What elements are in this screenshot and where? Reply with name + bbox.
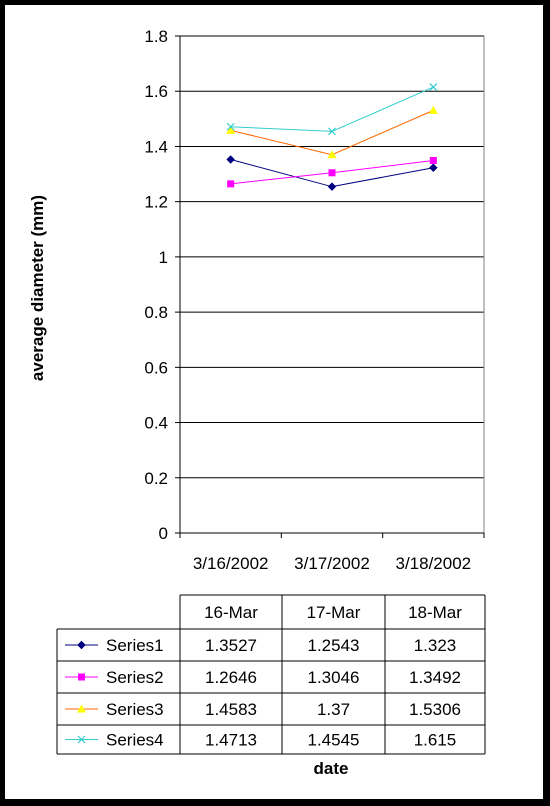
table-cell: 1.3492 [409,668,461,687]
series-3-point [327,150,337,159]
table-cell: 1.323 [414,636,457,655]
y-axis-title: average diameter (mm) [28,195,47,381]
table-cell: 1.2646 [205,668,257,687]
x-tick-label: 3/18/2002 [396,554,472,573]
legend-series-name: Series1 [106,636,164,655]
table-cell: 1.2543 [308,636,360,655]
legend-series-name: Series4 [106,731,164,750]
y-tick-label: 0.8 [144,303,168,322]
y-tick-label: 1.6 [144,82,168,101]
legend-series-name: Series2 [106,668,164,687]
series-lines [226,83,438,192]
x-tick-label: 3/16/2002 [193,554,269,573]
series-3-point [226,125,236,134]
y-tick-label: 0.6 [144,358,168,377]
table-cell: 1.37 [317,700,350,719]
y-tick-label: 1.2 [144,193,168,212]
series-1-point [327,182,337,192]
series-2-point [429,156,437,164]
series-1-point [428,163,438,173]
y-tick-label: 0 [159,524,168,543]
legend-key-marker [78,673,85,681]
table-header: 17-Mar [307,603,361,622]
table-cell: 1.3046 [308,668,360,687]
axes [175,35,485,538]
series-4-point [328,127,336,136]
legend-key-marker [77,735,86,744]
series-line-3 [230,109,434,156]
series-line-4 [230,86,434,132]
x-tick-labels: 3/16/2002 3/17/2002 3/18/2002 [193,554,471,573]
gridlines [180,35,484,479]
series-2-point [328,169,336,177]
x-tick-label: 3/17/2002 [294,554,370,573]
table-cell: 1.5306 [409,700,461,719]
legend-key-marker [77,640,86,650]
table-header: 18-Mar [408,603,462,622]
series-2-point [227,180,235,188]
y-tick-label: 0.4 [144,414,168,433]
line-chart: 0 0.2 0.4 0.6 0.8 1 1.2 1.4 1.6 1.8 3/16/2002 3/17… [28,27,486,778]
table-cell: 1.615 [414,731,457,750]
table-cell: 1.4583 [205,700,257,719]
chart-frame: 0 0.2 0.4 0.6 0.8 1 1.2 1.4 1.6 1.8 3/16/2002 3/17… [5,5,543,799]
y-tick-label: 0.2 [144,469,168,488]
series-1-point [226,155,236,164]
series-4-point [429,83,438,92]
table-header: 16-Mar [204,603,258,622]
series-3-point [428,105,438,114]
x-axis-title: date [314,759,349,778]
legend-series-name: Series3 [106,700,164,719]
table-cell: 1.3527 [205,636,257,655]
y-tick-label: 1.4 [144,137,168,156]
y-tick-label: 1.8 [144,27,168,46]
table-cell: 1.4545 [308,731,360,750]
y-tick-labels: 0 0.2 0.4 0.6 0.8 1 1.2 1.4 1.6 1.8 [144,27,168,543]
series-4-point [226,122,235,131]
table-cell: 1.4713 [205,731,257,750]
y-tick-label: 1 [159,248,168,267]
legend-key-marker [77,704,86,713]
data-table: 16-Mar 17-Mar 18-Mar Series1 1.3527 1.2543 1.3… [56,594,486,755]
